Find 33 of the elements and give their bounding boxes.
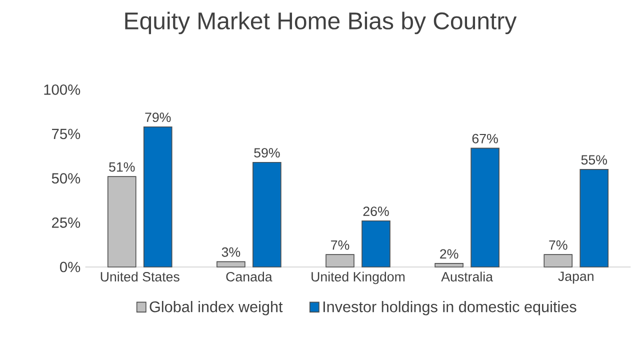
data-label: 26% (363, 206, 389, 216)
bar (252, 162, 282, 268)
bar (544, 254, 573, 268)
data-label: 55% (581, 155, 607, 165)
bar (216, 261, 246, 268)
x-tick-label: Australia (441, 272, 493, 282)
bar (362, 220, 390, 268)
data-label: 51% (109, 162, 135, 172)
data-label: 7% (331, 240, 350, 250)
data-label: 79% (145, 112, 171, 122)
x-tick-label: United Kingdom (312, 272, 405, 284)
bar (326, 254, 354, 268)
x-tick-label: Japan (558, 272, 594, 284)
bar (434, 263, 464, 268)
bar (143, 126, 172, 268)
bar (580, 169, 609, 268)
y-tick-label: 100% (44, 84, 80, 95)
bar (470, 148, 500, 268)
data-label: 7% (549, 240, 568, 250)
data-label: 67% (472, 134, 498, 144)
y-tick-label: 0% (60, 262, 80, 272)
y-tick-label: 75% (52, 128, 80, 140)
chart-title: Equity Market Home Bias by Country (125, 12, 517, 34)
legend-label: Investor holdings in domestic equities (323, 300, 576, 316)
y-tick-label: 25% (52, 217, 80, 228)
y-tick-label: 50% (52, 173, 80, 184)
x-tick-label: United States (100, 272, 180, 282)
data-label: 2% (440, 249, 458, 259)
bar (107, 176, 136, 268)
legend-label: Global index weight (150, 300, 283, 316)
data-label: 3% (222, 247, 240, 257)
x-tick-label: Canada (226, 272, 272, 282)
data-label: 59% (254, 148, 280, 158)
